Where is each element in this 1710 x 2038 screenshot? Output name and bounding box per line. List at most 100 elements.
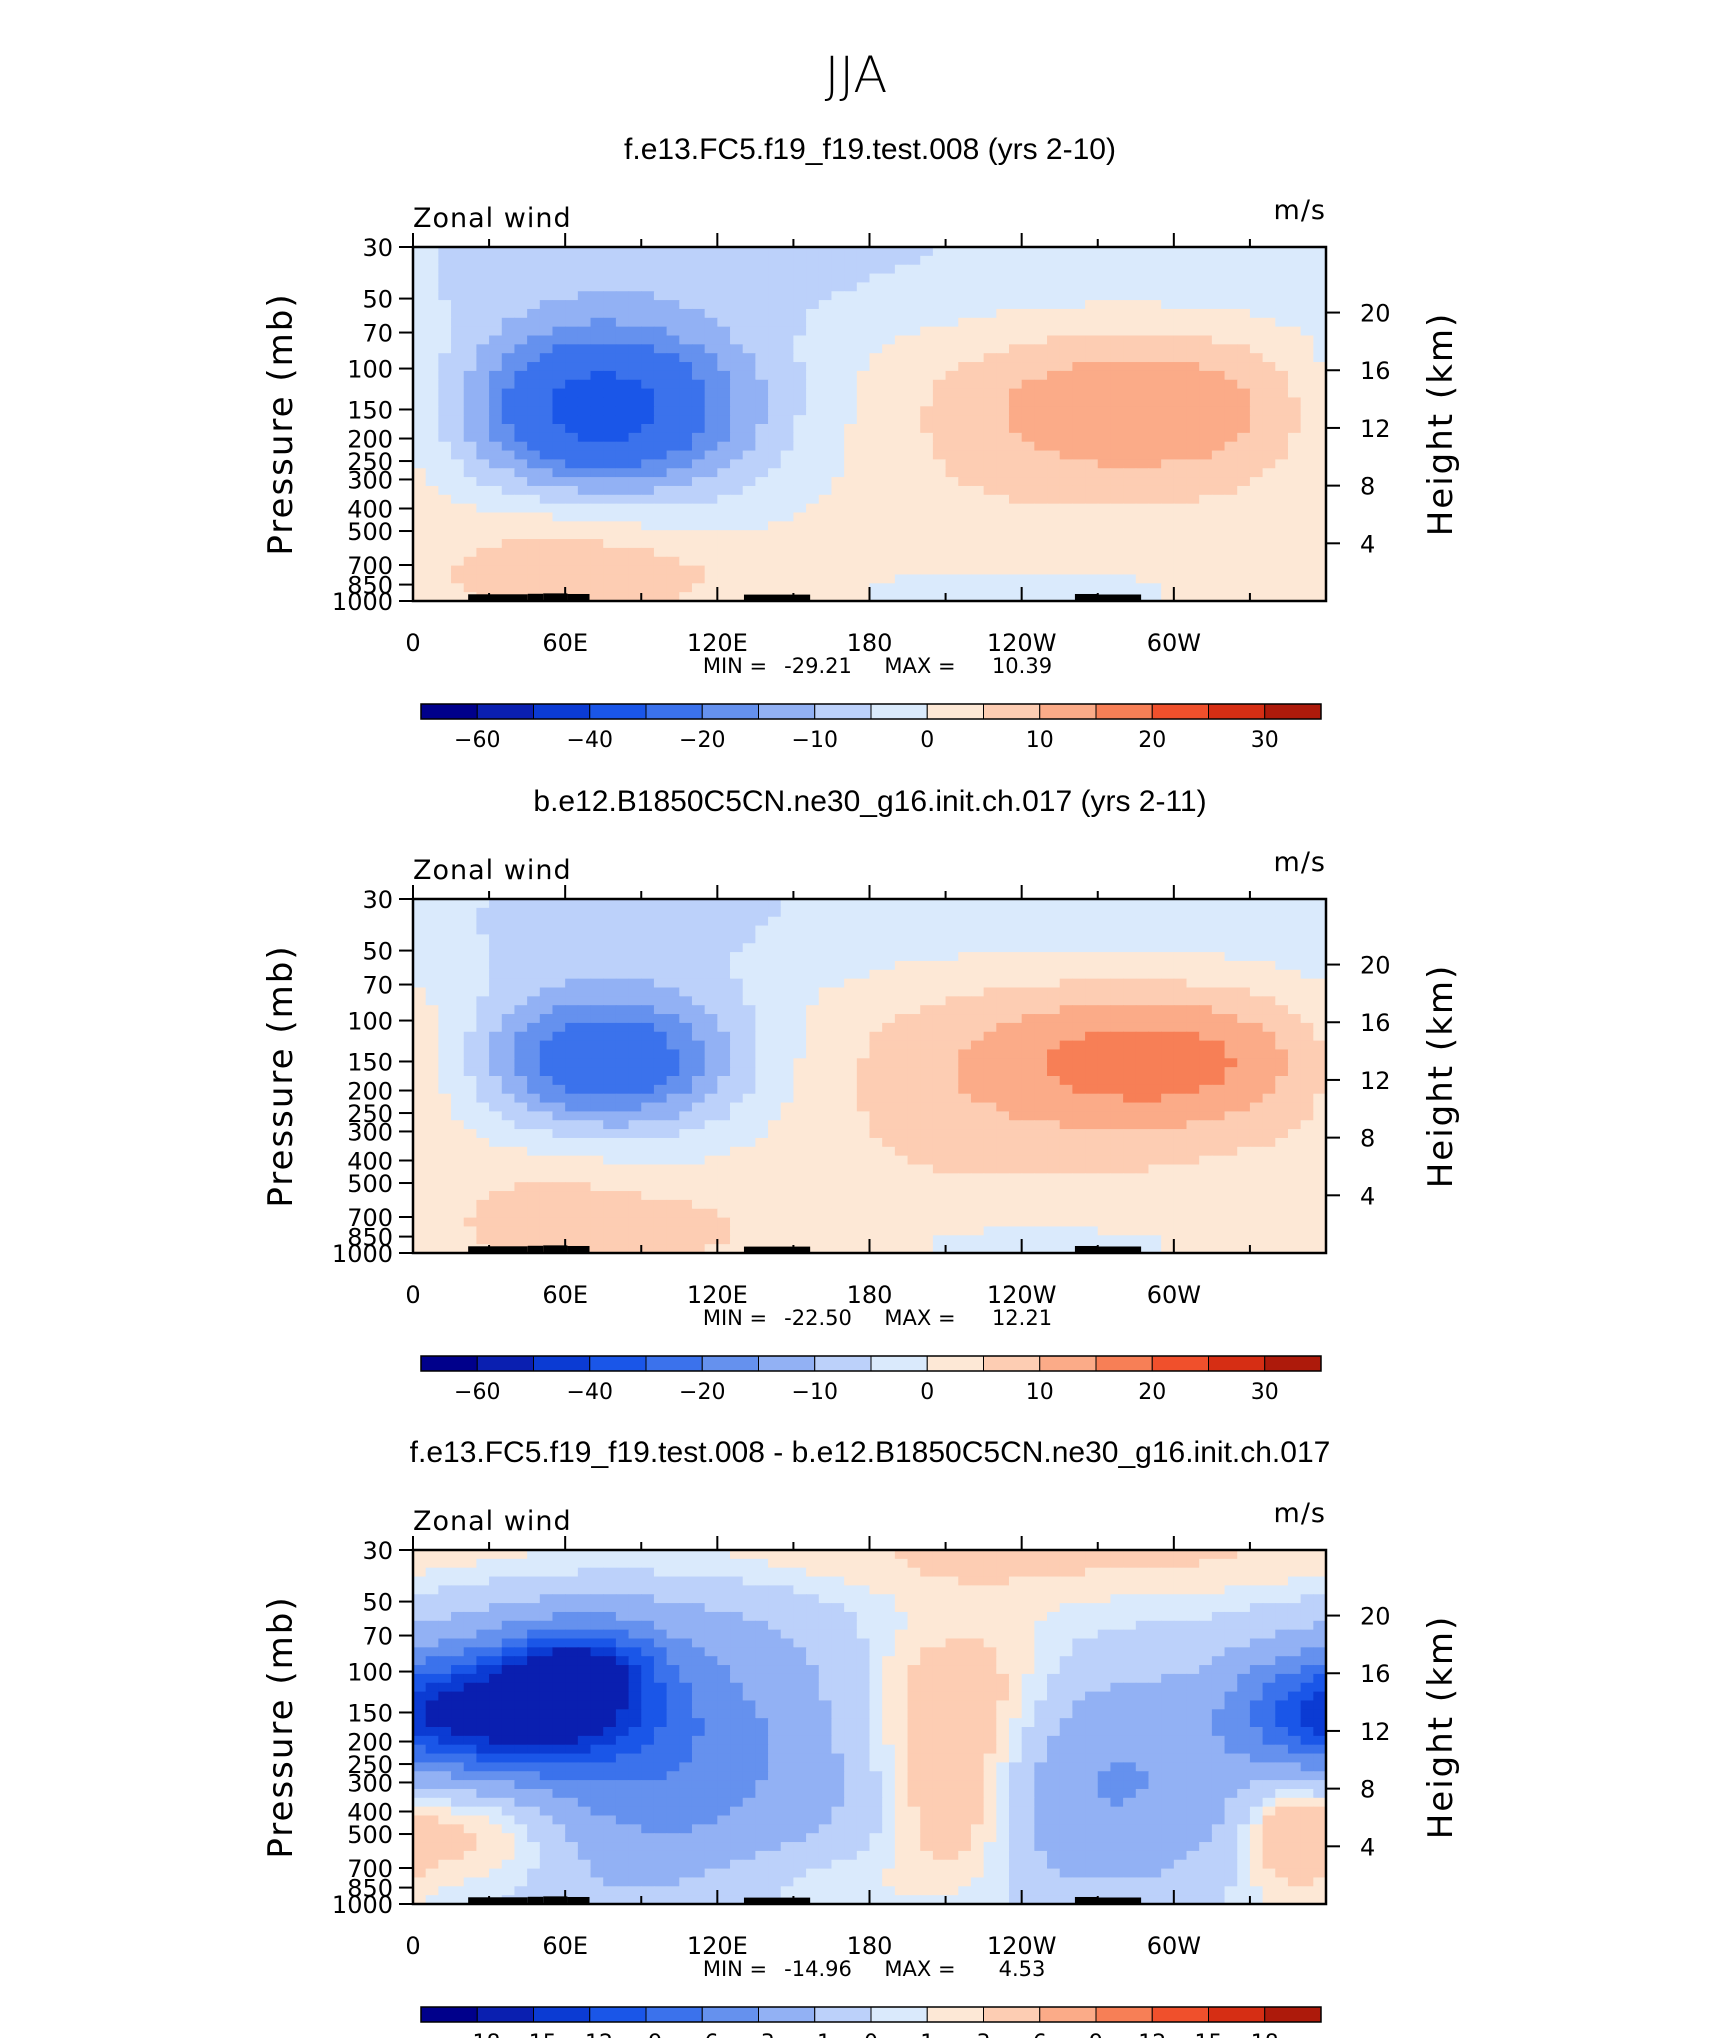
field-cell (1173, 308, 1188, 319)
field-cell (539, 424, 554, 434)
field-cell (806, 969, 820, 980)
field-cell (1237, 370, 1251, 381)
field-cell (717, 1014, 731, 1024)
field-cell (463, 485, 478, 496)
field-cell (501, 1031, 516, 1042)
field-cell (1072, 1102, 1086, 1112)
field-cell (1110, 415, 1124, 425)
field-cell (552, 326, 566, 337)
field-cell (451, 362, 465, 372)
field-cell (768, 1093, 782, 1104)
field-cell (818, 556, 833, 567)
field-cell (1300, 592, 1314, 602)
field-cell (476, 326, 490, 337)
field-cell (577, 556, 592, 567)
field-cell (907, 264, 921, 275)
field-cell (755, 379, 769, 390)
field-cell (958, 1022, 972, 1033)
field-cell (679, 264, 693, 275)
field-cell (514, 273, 528, 283)
field-cell (653, 326, 668, 337)
field-cell (679, 556, 693, 567)
field-cell (679, 415, 693, 425)
field-cell (451, 916, 465, 927)
field-cell (1008, 308, 1023, 319)
field-cell (907, 1129, 921, 1139)
field-cell (691, 308, 706, 319)
field-cell (1300, 1076, 1314, 1086)
field-cell (1224, 1031, 1238, 1042)
field-cell (1211, 1093, 1226, 1104)
field-cell (856, 1102, 871, 1112)
field-cell (818, 317, 833, 328)
field-cell (1072, 547, 1086, 558)
field-cell (565, 943, 579, 953)
field-cell (818, 415, 833, 425)
field-cell (704, 960, 718, 971)
field-cell (1021, 1022, 1035, 1033)
field-cell (691, 255, 706, 266)
field-cell (565, 916, 579, 927)
field-cell (1047, 539, 1061, 549)
field-cell (691, 574, 706, 584)
field-cell (818, 565, 833, 576)
field-cell (920, 441, 934, 452)
field-cell (628, 1076, 642, 1086)
field-cell (590, 494, 604, 505)
field-cell (679, 247, 693, 257)
field-cell (489, 1040, 503, 1051)
field-cell (717, 264, 731, 275)
field-cell (1275, 1031, 1289, 1042)
field-cell (641, 477, 655, 487)
field-cell (1275, 1067, 1289, 1077)
field-cell (1300, 1022, 1314, 1033)
field-cell (970, 1129, 985, 1139)
field-cell (1110, 388, 1124, 399)
field-cell (1161, 539, 1175, 549)
field-cell (413, 1084, 427, 1095)
field-cell (894, 547, 909, 558)
field-cell (717, 1129, 731, 1139)
field-cell (1199, 441, 1213, 452)
field-cell (1211, 397, 1226, 407)
field-cell (628, 379, 642, 390)
field-cell (1123, 934, 1137, 944)
field-cell (1313, 282, 1327, 292)
field-cell (1275, 556, 1289, 567)
field-cell (742, 1093, 756, 1104)
field-cell (958, 1040, 972, 1051)
field-cell (552, 907, 566, 918)
field-cell (818, 960, 833, 971)
field-cell (691, 441, 706, 452)
field-cell (1148, 1093, 1162, 1104)
field-cell (768, 247, 782, 257)
field-cell (996, 952, 1010, 962)
field-cell (869, 916, 883, 927)
field-cell (1123, 441, 1137, 452)
field-cell (463, 574, 478, 584)
field-cell (1199, 1022, 1213, 1033)
field-cell (641, 450, 655, 460)
field-cell (704, 574, 718, 584)
field-cell (425, 512, 439, 522)
field-cell (628, 1049, 642, 1059)
field-cell (1085, 1102, 1099, 1112)
field-cell (691, 1120, 706, 1130)
field-cell (1148, 907, 1162, 918)
field-cell (1097, 969, 1112, 980)
field-cell (755, 450, 769, 460)
field-cell (1173, 1084, 1188, 1095)
field-cell (869, 1137, 883, 1148)
field-cell (932, 397, 947, 407)
field-cell (413, 530, 427, 540)
field-cell (704, 308, 718, 319)
field-cell (932, 477, 947, 487)
field-cell (1313, 1076, 1327, 1086)
field-cell (1021, 574, 1035, 584)
field-cell (1008, 273, 1023, 283)
field-cell (1008, 370, 1023, 381)
field-cell (730, 477, 744, 487)
field-cell (1034, 273, 1048, 283)
field-cell (704, 450, 718, 460)
field-cell (717, 424, 731, 434)
